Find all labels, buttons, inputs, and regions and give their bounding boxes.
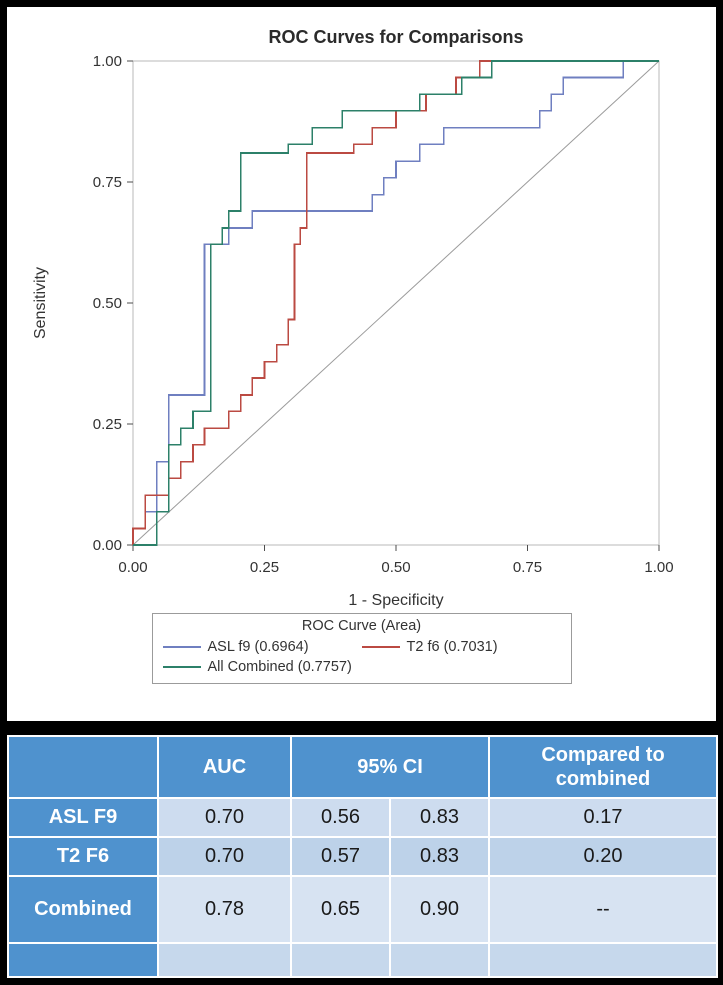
roc-chart-panel: ROC Curves for Comparisons 0.00 0.25 0.50 0.… — [7, 7, 716, 721]
legend-label-all-combined: All Combined (0.7757) — [207, 659, 352, 675]
results-table-panel: AUC 95% CI Compared to combined ASL F9 0… — [7, 735, 718, 978]
ci-high-value: 0.90 — [389, 875, 490, 944]
y-tick-label: 1.00 — [93, 53, 122, 70]
row-label — [7, 942, 159, 978]
row-label: T2 F6 — [7, 836, 159, 877]
x-tick-label: 0.00 — [118, 559, 147, 576]
ci-low-value: 0.56 — [290, 797, 391, 838]
ci-low-value: 0.65 — [290, 875, 391, 944]
reference-diagonal-line — [132, 60, 660, 546]
compared-column-header: Compared to combined — [488, 735, 718, 799]
y-tick-label: 0.75 — [93, 174, 122, 191]
x-tick-label: 1.00 — [644, 559, 673, 576]
y-tick-label: 0.00 — [93, 537, 122, 554]
roc-legend: ROC Curve (Area) ASL f9 (0.6964) T2 f6 (… — [151, 613, 572, 684]
ci-low-value: 0.57 — [290, 836, 391, 877]
x-tick-label: 0.50 — [381, 559, 410, 576]
x-tick-label: 0.25 — [250, 559, 279, 576]
chart-title: ROC Curves for Comparisons — [268, 27, 523, 47]
auc-column-header: AUC — [157, 735, 292, 799]
legend-entries: ASL f9 (0.6964) T2 f6 (0.7031) All Combi… — [162, 637, 561, 677]
compared-value: 0.20 — [488, 836, 718, 877]
roc-plot-svg: ROC Curves for Comparisons 0.00 0.25 0.50 0.… — [32, 27, 674, 609]
x-tick-label: 0.75 — [513, 559, 542, 576]
row-label: ASL F9 — [7, 797, 159, 838]
table-row-empty — [7, 942, 718, 978]
roc-curve-all-combined — [133, 60, 659, 546]
legend-entry-asl-f9: ASL f9 (0.6964) — [162, 637, 362, 657]
y-axis-label: Sensitivity — [32, 267, 49, 339]
compared-value: 0.17 — [488, 797, 718, 838]
table-row: ASL F9 0.70 0.56 0.83 0.17 — [7, 797, 718, 838]
ci-high-value: 0.83 — [389, 836, 490, 877]
ci-high-value: 0.83 — [389, 797, 490, 838]
row-label: Combined — [7, 875, 159, 944]
table-header-row: AUC 95% CI Compared to combined — [7, 735, 718, 799]
auc-value: 0.78 — [157, 875, 292, 944]
auc-value: 0.70 — [157, 797, 292, 838]
legend-entry-all-combined: All Combined (0.7757) — [162, 657, 362, 677]
table-row: T2 F6 0.70 0.57 0.83 0.20 — [7, 836, 718, 877]
roc-curve-asl-f9 — [132, 60, 659, 545]
t2-f6-line-swatch — [361, 646, 400, 648]
ci-column-header: 95% CI — [290, 735, 490, 799]
x-axis-label: 1 - Specificity — [348, 592, 443, 609]
legend-title: ROC Curve (Area) — [301, 618, 422, 634]
table-row: Combined 0.78 0.65 0.90 -- — [7, 875, 718, 944]
auc-value: 0.70 — [157, 836, 292, 877]
y-tick-label: 0.25 — [93, 416, 122, 433]
auc-results-table: AUC 95% CI Compared to combined ASL F9 0… — [7, 735, 718, 978]
compared-value: -- — [488, 875, 718, 944]
all-combined-line-swatch — [162, 666, 201, 668]
legend-label-t2-f6: T2 f6 (0.7031) — [406, 639, 498, 655]
legend-entry-t2-f6: T2 f6 (0.7031) — [361, 637, 561, 657]
y-tick-label: 0.50 — [93, 295, 122, 312]
corner-header-cell — [7, 735, 159, 799]
asl-f9-line-swatch — [162, 646, 201, 648]
legend-label-asl-f9: ASL f9 (0.6964) — [207, 639, 309, 655]
